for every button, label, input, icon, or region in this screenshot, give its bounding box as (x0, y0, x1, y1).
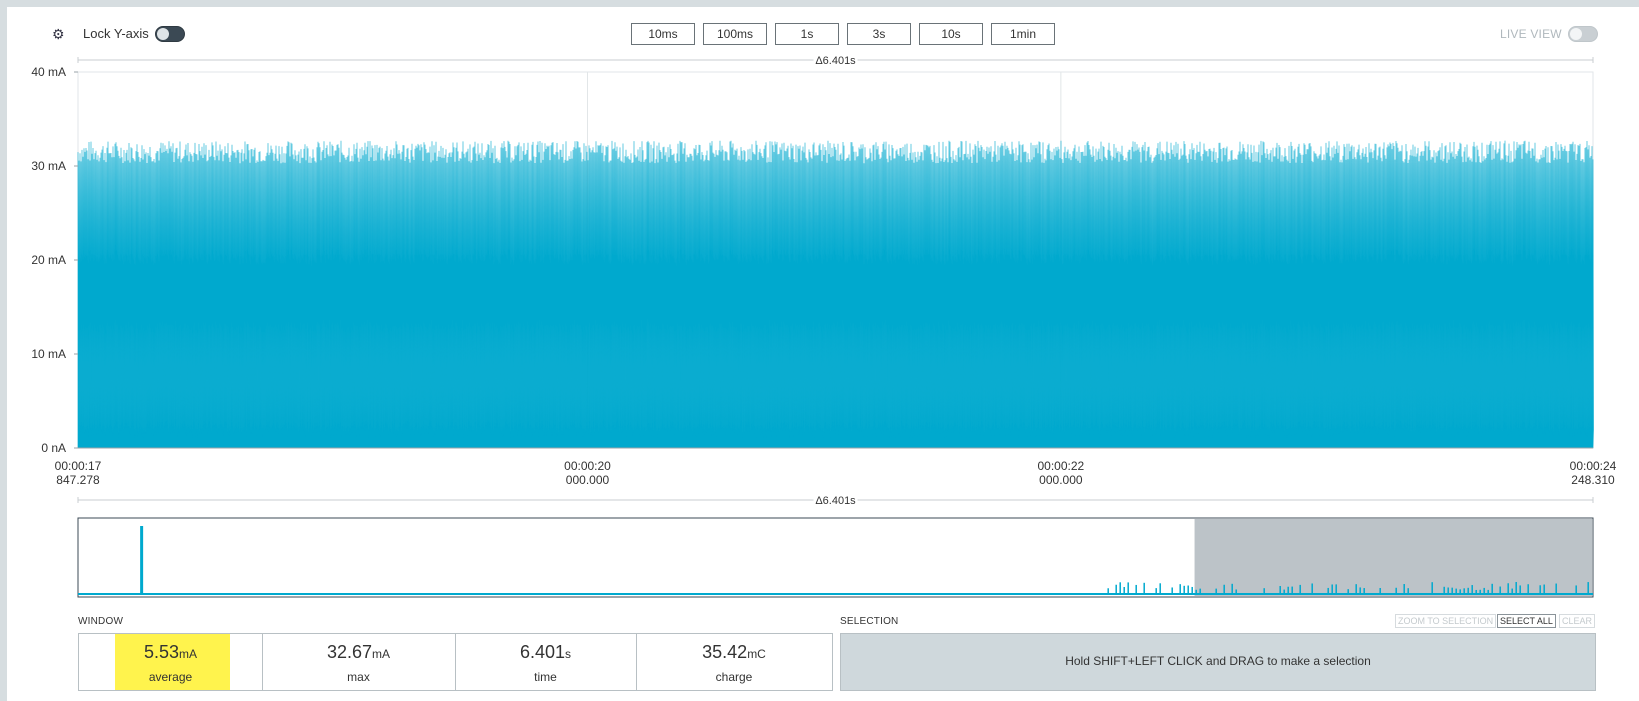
x-tick-sublabel: 000.000 (1039, 473, 1083, 487)
x-tick-label: 00:00:22 (1038, 459, 1085, 473)
zoom-10ms-button[interactable]: 10ms (631, 23, 695, 45)
average-highlight (115, 634, 230, 690)
delta-label: Δ6.401s (815, 55, 856, 67)
window-section-label: WINDOW (78, 616, 124, 627)
stat-max: 32.67mA max (262, 634, 456, 690)
series-current (77, 140, 1594, 449)
delta-label-bg (813, 494, 858, 506)
zoom-100ms-button[interactable]: 100ms (703, 23, 767, 45)
stat-time: 6.401s time (455, 634, 637, 690)
stat-charge: 35.42mC charge (636, 634, 832, 690)
y-tick-label: 10 mA (31, 347, 66, 361)
x-tick-sublabel: 000.000 (566, 473, 610, 487)
x-tick-sublabel: 847.278 (56, 473, 100, 487)
zoom-to-selection-button[interactable]: ZOOM TO SELECTION (1395, 614, 1497, 628)
y-tick-label: 30 mA (31, 159, 66, 173)
live-view-label: LIVE VIEW (1500, 27, 1562, 41)
stat-value: 35.42mC (702, 642, 766, 662)
x-tick-sublabel: 248.310 (1571, 473, 1615, 487)
y-tick-label: 0 nA (41, 441, 66, 455)
y-tick-label: 40 mA (31, 65, 66, 79)
stat-label: time (534, 670, 557, 684)
selection-section-label: SELECTION (840, 616, 899, 627)
current-waveform (77, 140, 1594, 449)
stat-label: average (148, 670, 193, 684)
stat-value: 32.67mA (326, 642, 391, 662)
clear-button[interactable]: CLEAR (1559, 614, 1596, 628)
zoom-1s-button[interactable]: 1s (775, 23, 839, 45)
selection-hint: Hold SHIFT+LEFT CLICK and DRAG to make a… (1065, 654, 1371, 668)
stat-average: 5.53mA average (79, 634, 263, 690)
stat-value: 6.401s (519, 642, 572, 662)
selection-panel[interactable]: Hold SHIFT+LEFT CLICK and DRAG to make a… (840, 633, 1596, 691)
delta-label-bg (813, 54, 858, 66)
zoom-10s-button[interactable]: 10s (919, 23, 983, 45)
toggle-knob (157, 28, 169, 40)
x-tick-label: 00:00:17 (55, 459, 102, 473)
x-tick-label: 00:00:24 (1570, 459, 1617, 473)
stat-label: max (347, 670, 370, 684)
window-stats-panel: 5.53mA average 32.67mA max 6.401s time 3… (78, 633, 833, 691)
stat-value: 5.53mA (143, 642, 198, 662)
gear-icon[interactable]: ⚙ (52, 26, 65, 42)
zoom-3s-button[interactable]: 3s (847, 23, 911, 45)
toggle-knob (1570, 28, 1582, 40)
stat-label: charge (715, 670, 753, 684)
zoom-1min-button[interactable]: 1min (991, 23, 1055, 45)
minimap-window (1194, 519, 1592, 596)
select-all-button[interactable]: SELECT ALL (1497, 614, 1556, 628)
y-tick-label: 20 mA (31, 253, 66, 267)
delta-label: Δ6.401s (815, 495, 856, 507)
lock-y-axis-toggle[interactable] (155, 26, 185, 42)
live-view-toggle[interactable] (1568, 26, 1598, 42)
lock-y-axis-label: Lock Y-axis (83, 26, 149, 41)
x-tick-label: 00:00:20 (564, 459, 611, 473)
